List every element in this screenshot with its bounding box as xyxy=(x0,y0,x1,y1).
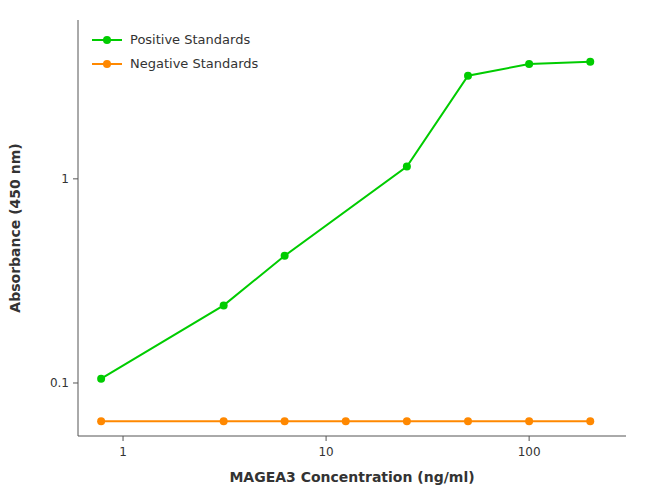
x-axis-label: MAGEA3 Concentration (ng/ml) xyxy=(229,469,474,485)
point xyxy=(97,375,105,383)
x-tick-label: 1 xyxy=(119,445,127,459)
point xyxy=(464,417,472,425)
x-tick xyxy=(529,436,530,441)
point xyxy=(525,60,533,68)
point xyxy=(97,417,105,425)
point xyxy=(464,72,472,80)
y-tick xyxy=(73,382,78,383)
point xyxy=(586,58,594,66)
point xyxy=(281,417,289,425)
legend-marker xyxy=(103,60,111,68)
plot-area xyxy=(97,58,594,426)
chart: 1 10 100 0.1 1 MAGEA3 Concentration (ng/ml) Ab… xyxy=(0,0,650,498)
y-axis-line xyxy=(78,20,79,436)
legend-label: Positive Standards xyxy=(130,32,250,47)
legend: Positive Standards Negative Standards xyxy=(92,32,259,71)
x-tick xyxy=(123,436,124,441)
point xyxy=(220,417,228,425)
legend-label: Negative Standards xyxy=(130,56,259,71)
y-tick-label: 1 xyxy=(61,172,69,186)
point xyxy=(525,417,533,425)
point xyxy=(220,301,228,309)
point xyxy=(342,417,350,425)
x-tick xyxy=(326,436,327,441)
point xyxy=(403,162,411,170)
point xyxy=(586,417,594,425)
legend-marker xyxy=(103,36,111,44)
y-tick xyxy=(73,178,78,179)
x-axis-line xyxy=(78,436,626,437)
x-tick-label: 100 xyxy=(518,445,541,459)
x-tick-label: 10 xyxy=(318,445,333,459)
series-line xyxy=(101,62,590,379)
point xyxy=(281,252,289,260)
y-axis-label: Absorbance (450 nm) xyxy=(7,143,23,312)
y-tick-label: 0.1 xyxy=(50,376,69,390)
point xyxy=(403,417,411,425)
